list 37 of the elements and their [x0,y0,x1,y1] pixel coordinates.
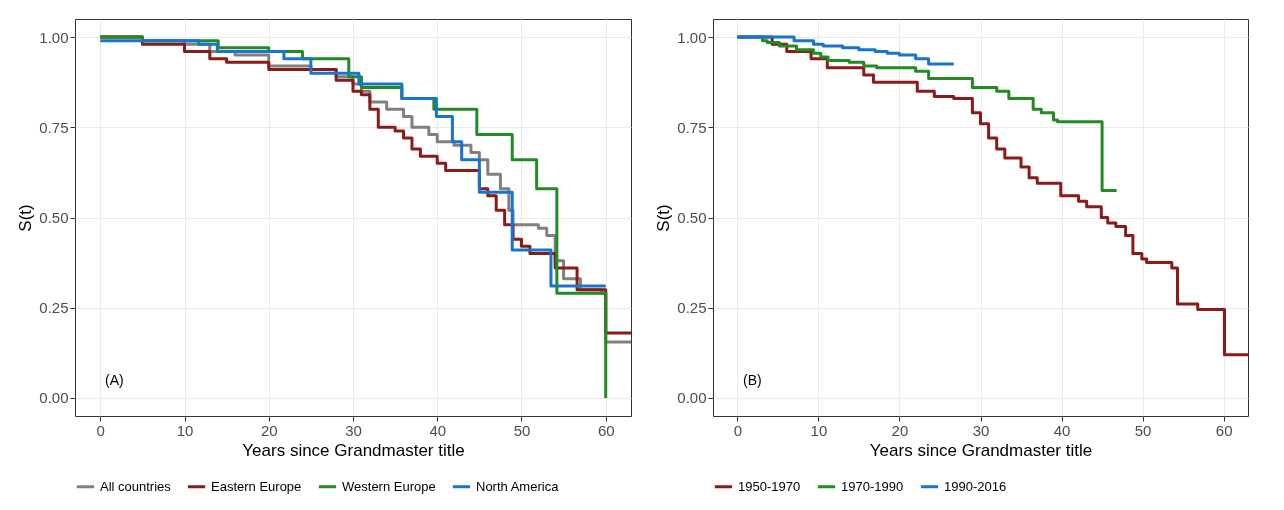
legend-label: 1950-1970 [738,478,801,494]
legend-label: North America [476,478,560,494]
x-tick-label: 40 [429,421,447,439]
y-tick-label: 0.50 [677,209,707,226]
x-tick-label: 20 [891,421,909,439]
legend-label: 1970-1990 [841,478,904,494]
x-axis-title: Years since Grandmaster title [869,440,1093,460]
x-tick-label: 10 [176,421,194,439]
x-tick-label: 20 [260,421,278,439]
y-tick-label: 0.00 [677,389,707,407]
x-tick-label: 50 [513,421,531,439]
x-tick-label: 60 [1215,421,1233,439]
y-tick-label: 0.00 [39,389,69,407]
legend-label: All countries [100,478,172,494]
y-tick-label: 0.50 [39,209,69,226]
x-tick-label: 30 [972,421,990,439]
y-tick-label: 1.00 [677,28,707,46]
annotation: (B) [743,372,762,388]
x-tick-label: 10 [810,421,828,439]
x-tick-label: 50 [1134,421,1152,439]
x-axis-title: Years since Grandmaster title [242,440,465,460]
x-tick-label: 30 [345,421,362,439]
y-tick-label: 0.25 [39,299,69,317]
annotation: (A) [105,372,124,388]
legend-label: Western Europe [342,478,436,494]
x-tick-label: 0 [96,421,105,439]
y-tick-label: 0.75 [677,118,707,136]
x-tick-label: 40 [1053,421,1071,439]
y-tick-label: 1.00 [39,28,69,46]
y-axis-title: S(t) [654,204,674,232]
x-tick-label: 0 [733,421,742,439]
legend-label: Eastern Europe [211,478,302,494]
y-tick-label: 0.75 [39,118,69,136]
y-tick-label: 0.25 [677,299,707,317]
y-axis-title: S(t) [16,204,36,232]
legend-label: 1990-2016 [944,478,1007,494]
x-tick-label: 60 [597,421,615,439]
